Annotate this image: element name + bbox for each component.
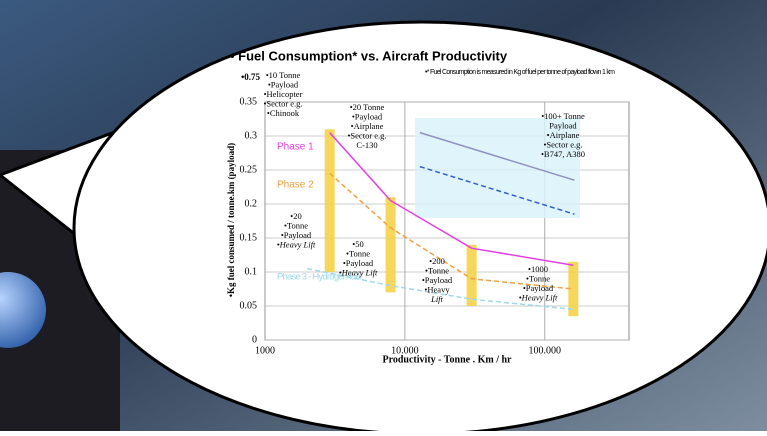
bubble-join — [95, 132, 121, 248]
y-tick-label: 0.35 — [240, 96, 258, 107]
annotation: •Tonne — [526, 273, 550, 283]
series-line — [306, 267, 574, 311]
annotation: •1000 — [528, 264, 548, 274]
y-tick-label: 0.15 — [240, 232, 258, 243]
annotation: •Sector e.g. — [543, 139, 582, 149]
annotation: •Helicopter — [264, 89, 303, 99]
range-bar — [385, 197, 396, 293]
annotation: •Airplane — [351, 121, 384, 131]
annotation: •Airplane — [547, 130, 580, 140]
annotation: •Payload — [281, 230, 312, 240]
x-tick-label: 100.000 — [529, 345, 562, 356]
annotation: C-130 — [356, 140, 377, 150]
y-axis-label: •Kg fuel consumed / tonne.km (payload) — [226, 143, 236, 297]
y-tick-label: 0.3 — [245, 130, 258, 141]
annotation: •Payload — [422, 275, 453, 285]
annotation: •Tonne — [425, 265, 449, 275]
annotation: •Payload — [523, 283, 554, 293]
annotation: •Heavy Lift — [339, 267, 378, 277]
orb — [0, 272, 46, 348]
legend-label: Phase 1 — [277, 142, 314, 153]
annotation: •Heavy Lift — [519, 292, 558, 302]
annotation: •100+ Tonne — [541, 111, 585, 121]
x-axis-label: Productivity - Tonne . Km / hr — [383, 354, 513, 365]
range-bar — [466, 244, 477, 306]
y-tick-label: 0.1 — [245, 266, 258, 277]
annotation: •Heavy Lift — [277, 239, 316, 249]
annotation: •Payload — [268, 79, 299, 89]
annotation: •50 — [352, 239, 363, 249]
annotation: •Sector e.g. — [263, 98, 302, 108]
annotation: Lift — [430, 294, 443, 304]
footnote: •* Fuel Consumption is measured in Kg of… — [425, 69, 615, 76]
y-tick-label: 0 — [252, 334, 257, 345]
annotation: •Sector e.g. — [347, 130, 386, 140]
annotation: •Payload — [343, 258, 374, 268]
annotation: •20 — [290, 211, 301, 221]
annotation: •Chinook — [267, 108, 300, 118]
annotation: •Tonne — [346, 248, 370, 258]
series-line — [329, 172, 574, 290]
chart-title: • Fuel Consumption* vs. Aircraft Product… — [230, 48, 508, 63]
y-tick-label: 0.05 — [240, 300, 258, 311]
series-line — [329, 132, 574, 266]
legend-label: Phase 2 — [277, 180, 314, 191]
series-line — [419, 131, 575, 181]
annotation: •Payload — [352, 111, 383, 121]
annotation: •20 Tonne — [350, 102, 385, 112]
annotation: Payload — [549, 120, 577, 130]
range-bar — [568, 261, 579, 317]
annotation: •Heavy — [424, 284, 450, 294]
annotation: •200 — [429, 256, 445, 266]
x-tick-label: 1000 — [255, 345, 275, 356]
x-tick-label: 10.000 — [391, 345, 419, 356]
annotation: •Tonne — [284, 220, 308, 230]
y-tick-label: 0.25 — [240, 164, 258, 175]
annotation: •B747, A380 — [541, 149, 585, 159]
legend-label: Phase 3 - Hydrogen fuel — [277, 272, 362, 283]
series-line — [419, 165, 575, 215]
zone — [415, 118, 580, 218]
range-bar — [324, 129, 335, 272]
y-break-label: •0.75 — [241, 72, 260, 82]
annotation: •10 Tonne — [266, 70, 301, 80]
y-tick-label: 0.2 — [245, 198, 258, 209]
